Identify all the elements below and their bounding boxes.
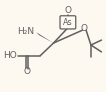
FancyBboxPatch shape [60, 16, 76, 29]
Text: HO: HO [3, 51, 17, 60]
Polygon shape [36, 32, 54, 43]
Text: O: O [23, 67, 30, 76]
Text: O: O [81, 24, 88, 33]
Text: H₂N: H₂N [17, 27, 34, 36]
Text: As: As [63, 18, 73, 27]
Text: O: O [64, 6, 71, 15]
